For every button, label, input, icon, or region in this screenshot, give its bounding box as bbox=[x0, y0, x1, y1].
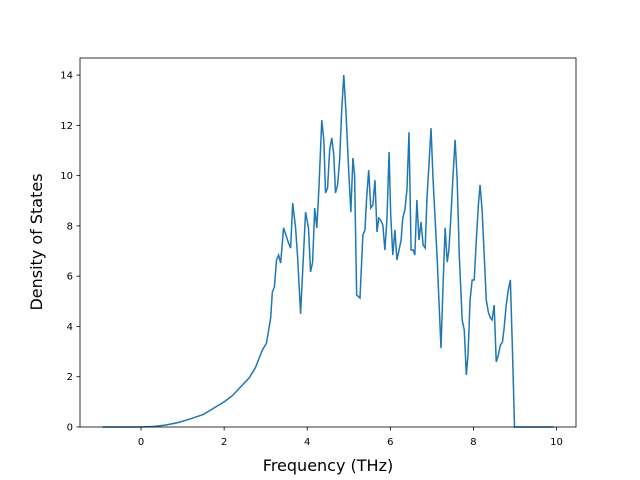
x-tick-label: 10 bbox=[550, 437, 563, 448]
y-tick-label: 10 bbox=[60, 171, 73, 182]
x-tick-label: 4 bbox=[304, 437, 310, 448]
y-tick-label: 4 bbox=[67, 322, 73, 333]
y-axis-label: Density of States bbox=[27, 173, 46, 310]
x-tick-label: 0 bbox=[138, 437, 144, 448]
x-axis-label: Frequency (THz) bbox=[263, 456, 393, 475]
y-tick-label: 0 bbox=[67, 423, 73, 434]
y-tick-label: 8 bbox=[67, 221, 73, 232]
x-tick-label: 6 bbox=[387, 437, 393, 448]
y-tick-label: 2 bbox=[67, 372, 73, 383]
y-tick-label: 6 bbox=[67, 272, 73, 283]
y-tick-label: 14 bbox=[60, 71, 73, 82]
y-tick-label: 12 bbox=[60, 121, 73, 132]
line-series bbox=[102, 75, 554, 428]
x-tick-label: 2 bbox=[221, 437, 227, 448]
plot-frame bbox=[79, 57, 577, 428]
x-tick-label: 8 bbox=[470, 437, 476, 448]
